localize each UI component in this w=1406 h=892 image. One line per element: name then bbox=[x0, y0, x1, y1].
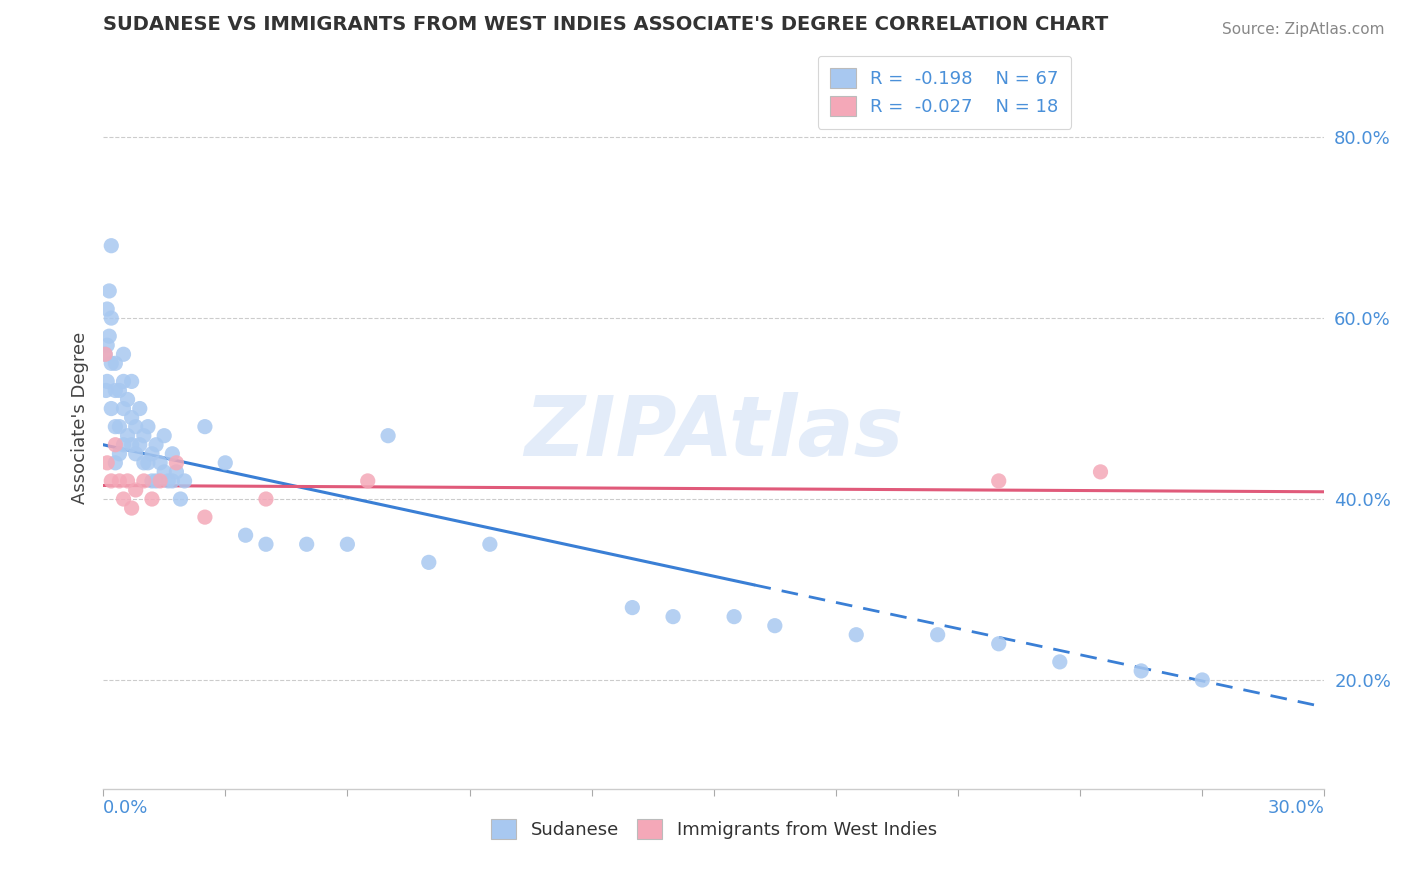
Point bbox=[149, 456, 172, 470]
Point bbox=[153, 428, 176, 442]
Point bbox=[128, 401, 150, 416]
Point bbox=[1049, 655, 1071, 669]
Point bbox=[117, 428, 139, 442]
Point bbox=[418, 555, 440, 569]
Text: SUDANESE VS IMMIGRANTS FROM WEST INDIES ASSOCIATE'S DEGREE CORRELATION CHART: SUDANESE VS IMMIGRANTS FROM WEST INDIES … bbox=[103, 15, 1108, 34]
Point bbox=[194, 510, 217, 524]
Point bbox=[121, 501, 143, 516]
Point bbox=[987, 637, 1010, 651]
Point bbox=[104, 456, 127, 470]
Point bbox=[336, 537, 359, 551]
Point bbox=[987, 474, 1010, 488]
Point bbox=[112, 438, 135, 452]
Point bbox=[723, 609, 745, 624]
Point bbox=[145, 438, 167, 452]
Point bbox=[132, 456, 155, 470]
Point bbox=[117, 392, 139, 407]
Point bbox=[121, 410, 143, 425]
Point bbox=[108, 447, 131, 461]
Point bbox=[1090, 465, 1112, 479]
Legend: Sudanese, Immigrants from West Indies: Sudanese, Immigrants from West Indies bbox=[484, 812, 943, 847]
Point bbox=[94, 347, 117, 361]
Point bbox=[357, 474, 380, 488]
Point bbox=[128, 438, 150, 452]
Point bbox=[141, 474, 163, 488]
Point bbox=[845, 628, 868, 642]
Point bbox=[662, 609, 685, 624]
Point bbox=[125, 483, 148, 497]
Point bbox=[100, 401, 122, 416]
Point bbox=[125, 447, 148, 461]
Point bbox=[100, 356, 122, 370]
Point bbox=[112, 347, 135, 361]
Text: Source: ZipAtlas.com: Source: ZipAtlas.com bbox=[1222, 22, 1385, 37]
Point bbox=[98, 284, 121, 298]
Text: ZIPAtlas: ZIPAtlas bbox=[524, 392, 904, 473]
Point bbox=[1130, 664, 1153, 678]
Point bbox=[377, 428, 399, 442]
Point bbox=[108, 474, 131, 488]
Point bbox=[235, 528, 257, 542]
Point bbox=[112, 375, 135, 389]
Point bbox=[104, 419, 127, 434]
Text: 0.0%: 0.0% bbox=[103, 799, 149, 817]
Point bbox=[108, 419, 131, 434]
Point bbox=[169, 491, 191, 506]
Point bbox=[173, 474, 195, 488]
Point bbox=[125, 419, 148, 434]
Point bbox=[96, 375, 118, 389]
Point bbox=[121, 438, 143, 452]
Point bbox=[165, 465, 187, 479]
Point bbox=[162, 474, 184, 488]
Point bbox=[132, 474, 155, 488]
Point bbox=[100, 311, 122, 326]
Point bbox=[162, 447, 184, 461]
Point bbox=[295, 537, 318, 551]
Point bbox=[112, 491, 135, 506]
Point bbox=[112, 401, 135, 416]
Point bbox=[149, 474, 172, 488]
Point bbox=[153, 465, 176, 479]
Point bbox=[145, 474, 167, 488]
Point bbox=[132, 428, 155, 442]
Point bbox=[96, 338, 118, 352]
Y-axis label: Associate's Degree: Associate's Degree bbox=[72, 332, 89, 504]
Point bbox=[94, 347, 117, 361]
Point bbox=[136, 456, 159, 470]
Point bbox=[254, 491, 277, 506]
Point bbox=[141, 491, 163, 506]
Point bbox=[108, 384, 131, 398]
Point bbox=[121, 375, 143, 389]
Point bbox=[100, 238, 122, 252]
Point bbox=[763, 618, 786, 632]
Point bbox=[254, 537, 277, 551]
Point bbox=[157, 474, 180, 488]
Point bbox=[96, 301, 118, 316]
Point bbox=[98, 329, 121, 343]
Point bbox=[117, 474, 139, 488]
Point bbox=[194, 419, 217, 434]
Point bbox=[104, 438, 127, 452]
Point bbox=[1191, 673, 1213, 687]
Point bbox=[96, 456, 118, 470]
Point bbox=[104, 356, 127, 370]
Point bbox=[927, 628, 949, 642]
Point bbox=[104, 384, 127, 398]
Text: 30.0%: 30.0% bbox=[1268, 799, 1324, 817]
Point bbox=[100, 474, 122, 488]
Point bbox=[165, 456, 187, 470]
Point bbox=[478, 537, 501, 551]
Point bbox=[621, 600, 644, 615]
Point bbox=[136, 419, 159, 434]
Point bbox=[94, 384, 117, 398]
Point bbox=[141, 447, 163, 461]
Point bbox=[214, 456, 236, 470]
